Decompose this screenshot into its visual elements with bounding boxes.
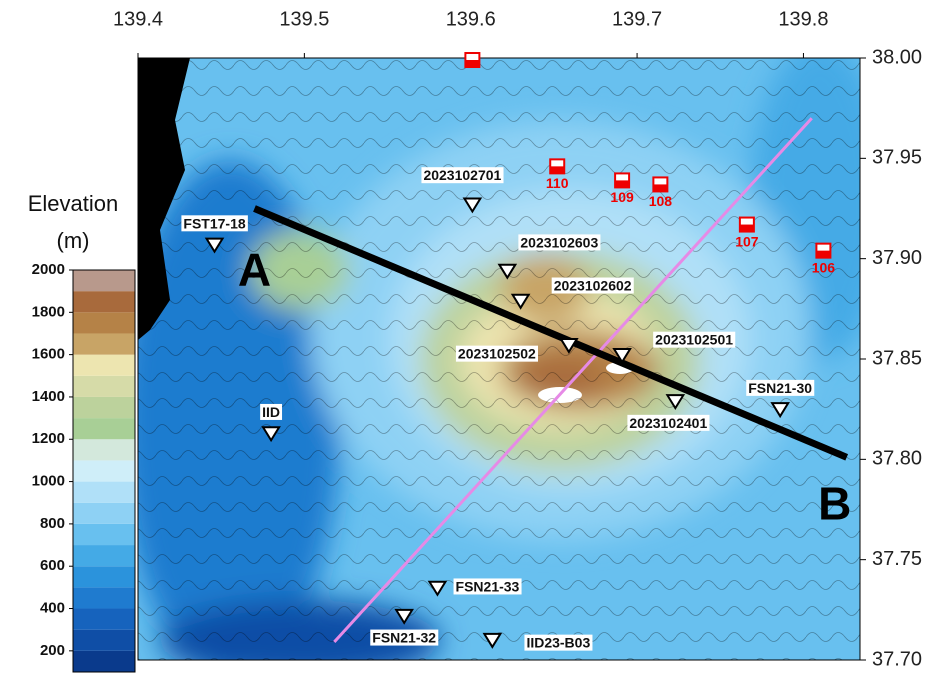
colorbar-tick-label: 1000	[32, 473, 65, 490]
colorbar-band	[73, 524, 135, 545]
colorbar-band	[73, 609, 135, 630]
y-tick-label: 37.85	[872, 347, 922, 369]
obs-marker-fill	[816, 251, 830, 258]
colorbar-band	[73, 376, 135, 397]
colorbar-tick-label: 1600	[32, 346, 65, 363]
x-tick-label: 139.7	[612, 8, 662, 30]
obs-label: 110	[546, 175, 569, 191]
obs-label: 106	[812, 259, 836, 275]
colorbar-tick-label: 2000	[32, 261, 65, 278]
colorbar-title: Elevation	[28, 191, 119, 216]
obs-marker-fill	[740, 225, 754, 232]
colorbar-band	[73, 503, 135, 524]
colorbar-band	[73, 566, 135, 587]
obs-label: 108	[649, 193, 673, 209]
station-label: 2023102401	[629, 415, 707, 431]
colorbar-band	[73, 630, 135, 651]
colorbar-band	[73, 418, 135, 439]
y-tick-label: 37.75	[872, 548, 922, 570]
colorbar-band	[73, 587, 135, 608]
colorbar-band	[73, 439, 135, 460]
y-tick-label: 37.80	[872, 448, 922, 470]
y-tick-label: 37.70	[872, 648, 922, 670]
station-label: 2023102502	[458, 346, 536, 362]
colorbar-band	[73, 355, 135, 376]
x-tick-label: 139.6	[446, 8, 496, 30]
station-label: FSN21-33	[456, 578, 520, 594]
station-label: IID23-B03	[526, 635, 590, 651]
obs-label: 109	[610, 189, 634, 205]
colorbar-band	[73, 333, 135, 354]
x-tick-label: 139.5	[279, 8, 329, 30]
colorbar-band	[73, 291, 135, 312]
station-label: IID	[262, 404, 280, 420]
obs-marker-fill	[465, 60, 479, 67]
station-label: 2023102602	[554, 278, 632, 294]
station-label: 2023102603	[520, 234, 598, 250]
obs-marker-fill	[615, 180, 629, 187]
colorbar-band	[73, 482, 135, 503]
colorbar-tick-label: 800	[40, 515, 65, 532]
x-tick-label: 139.4	[113, 8, 163, 30]
y-tick-label: 37.90	[872, 247, 922, 269]
colorbar-band	[73, 397, 135, 418]
station-label: FSN21-30	[748, 380, 812, 396]
obs-label: 107	[735, 233, 759, 249]
colorbar-band	[73, 312, 135, 333]
colorbar-title: (m)	[57, 228, 90, 253]
station-label: FSN21-32	[372, 630, 436, 646]
colorbar-tick-label: 1400	[32, 388, 65, 405]
colorbar-tick-label: 1200	[32, 430, 65, 447]
colorbar-band	[73, 651, 135, 672]
colorbar-band	[73, 545, 135, 566]
colorbar-tick-label: 600	[40, 557, 65, 574]
colorbar-band	[73, 270, 135, 291]
station-label: 2023102501	[655, 332, 733, 348]
y-tick-label: 38.00	[872, 46, 922, 68]
station-label: 2023102701	[423, 167, 501, 183]
y-tick-label: 37.95	[872, 147, 922, 169]
map-figure: Elevation (m) 139.4 139.5 139.6 139.7 139.8 3…	[0, 0, 947, 673]
colorbar-tick-label: 1800	[32, 303, 65, 320]
station-label: FST17-18	[183, 215, 245, 231]
obs-marker-fill	[550, 166, 564, 173]
x-tick-label: 139.8	[778, 8, 828, 30]
obs-marker-fill	[653, 184, 667, 191]
profile-end-label: B	[818, 477, 851, 529]
colorbar-tick-label: 200	[40, 642, 65, 659]
profile-start-label: A	[238, 244, 271, 296]
colorbar-tick-label: 400	[40, 599, 65, 616]
colorbar-band	[73, 460, 135, 481]
